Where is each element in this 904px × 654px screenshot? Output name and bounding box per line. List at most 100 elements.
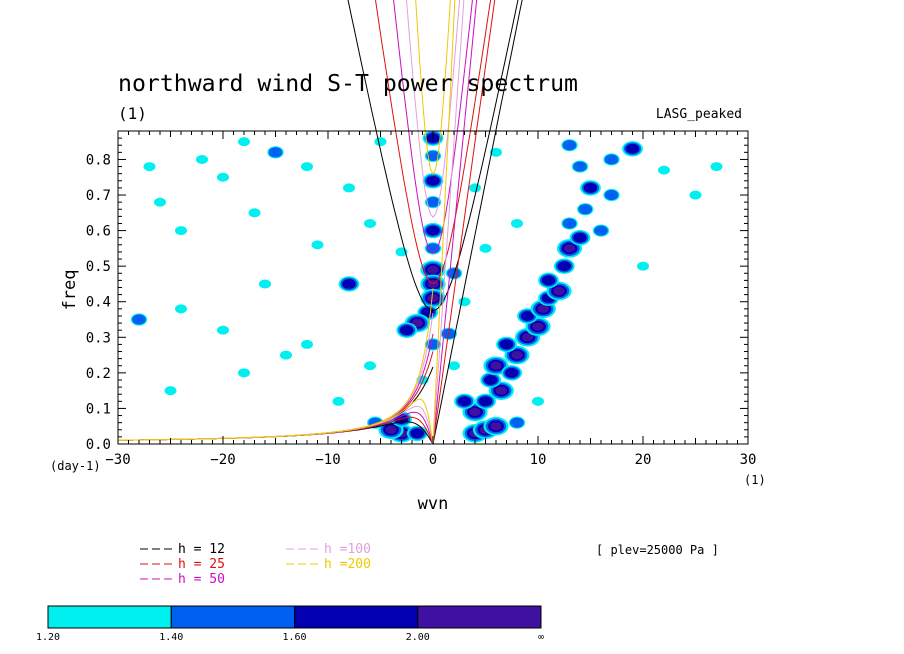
power-blob-14-level-2 — [342, 278, 356, 289]
legend-label-h25: h = 25 — [178, 557, 225, 572]
power-blob-6-level-3 — [427, 265, 439, 274]
power-blob-51-level-1 — [604, 189, 619, 201]
legend-label-h200: h =200 — [324, 557, 371, 572]
power-blob-56-level-0 — [238, 137, 250, 147]
power-blob-57-level-1 — [268, 147, 283, 158]
power-blob-80-level-0 — [490, 147, 502, 157]
power-blob-63-level-0 — [343, 183, 355, 193]
x-axis-label: wvn — [418, 494, 449, 514]
power-blob-41-level-3 — [563, 244, 576, 253]
power-blob-12-level-1 — [426, 339, 440, 350]
legend-label-h50: h = 50 — [178, 572, 225, 587]
colorbar-level-label: 1.60 — [282, 632, 306, 643]
chart-subtitle-right: LASG_peaked — [656, 107, 742, 122]
axis-tick-labels: −30 −20 −10 0 10 20 30 0.0 0.1 0.2 0.3 0.4 0.5 0.6 0.7… — [86, 152, 757, 468]
power-blob-73-level-0 — [238, 368, 250, 378]
power-blob-54-level-0 — [448, 361, 460, 371]
power-contour-layer — [130, 131, 723, 443]
power-blob-59-level-0 — [154, 197, 166, 207]
power-blob-76-level-0 — [280, 350, 292, 360]
power-blob-17-level-3 — [385, 425, 397, 434]
power-blob-64-level-0 — [364, 218, 376, 228]
colorbar-bin-0 — [47, 605, 172, 629]
power-blob-74-level-0 — [164, 386, 177, 396]
dispersion-curve-kelvin-h12 — [432, 0, 523, 445]
power-blob-82-level-0 — [658, 165, 670, 175]
dispersion-curve-kelvin-h25 — [432, 0, 496, 445]
chart-subtitle-left: (1) — [118, 104, 147, 123]
power-blob-33-level-3 — [521, 333, 534, 342]
power-blob-19-level-2 — [410, 428, 424, 439]
power-blob-85-level-0 — [637, 261, 649, 271]
power-blob-55-level-0 — [196, 154, 208, 164]
dispersion-curve-layer — [118, 0, 523, 445]
y-tick-label: 0.3 — [86, 330, 111, 346]
y-tick-label: 0.6 — [86, 224, 111, 240]
power-blob-29-level-3 — [490, 361, 502, 370]
power-blob-75-level-0 — [332, 396, 345, 406]
x-axis-unit: (1) — [744, 473, 766, 487]
power-blob-72-level-0 — [364, 361, 376, 371]
dispersion-curve-ig1-h200 — [415, 0, 451, 176]
power-blob-66-level-0 — [311, 240, 324, 250]
y-tick-label: 0.8 — [86, 152, 111, 168]
colorbar-bin-1 — [170, 605, 295, 629]
power-blob-23-level-3 — [490, 422, 502, 431]
colorbar-level-label: 1.20 — [36, 632, 60, 643]
colorbar-level-label: 2.00 — [406, 632, 430, 643]
power-blob-31-level-3 — [511, 350, 523, 360]
power-blob-11-level-2 — [400, 325, 414, 336]
dispersion-curve-ig1-h100 — [406, 0, 461, 218]
power-blob-52-level-1 — [510, 417, 524, 428]
power-blob-60-level-0 — [175, 226, 187, 236]
colorbar-level-label: ∞ — [538, 632, 544, 643]
dispersion-curve-ig1-h12 — [347, 0, 519, 312]
power-blob-1-level-1 — [426, 150, 440, 161]
power-blob-24-level-3 — [469, 407, 481, 417]
power-blob-88-level-0 — [458, 297, 471, 307]
y-axis-label: freq — [60, 270, 80, 311]
power-blob-67-level-0 — [259, 279, 271, 289]
power-blob-62-level-0 — [301, 162, 313, 172]
x-tick-label: −20 — [210, 452, 235, 468]
power-blob-53-level-0 — [532, 396, 544, 406]
power-blob-50-level-1 — [594, 225, 608, 236]
axis-ticks — [117, 130, 749, 445]
y-tick-label: 0.7 — [86, 188, 111, 204]
power-blob-45-level-2 — [583, 182, 598, 193]
dispersion-curve-mrg-h200 — [118, 288, 434, 441]
legend-label-h12: h = 12 — [178, 542, 225, 557]
power-blob-83-level-0 — [710, 162, 723, 172]
power-blob-79-level-0 — [469, 183, 481, 193]
colorbar-level-label: 1.40 — [159, 632, 183, 643]
power-blob-8-level-3 — [427, 294, 439, 303]
power-blob-25-level-2 — [478, 396, 493, 407]
power-blob-32-level-2 — [499, 339, 514, 350]
power-blob-69-level-1 — [132, 314, 146, 325]
power-blob-39-level-2 — [541, 275, 556, 286]
y-tick-label: 0.0 — [86, 437, 111, 453]
power-blob-3-level-1 — [426, 197, 440, 208]
power-blob-43-level-1 — [562, 218, 577, 229]
power-blob-81-level-0 — [511, 218, 523, 228]
x-tick-label: −30 — [105, 452, 130, 468]
power-blob-71-level-0 — [301, 339, 313, 349]
power-blob-77-level-0 — [143, 162, 156, 172]
power-blob-4-level-2 — [426, 225, 440, 236]
y-tick-label: 0.2 — [86, 366, 111, 382]
x-tick-label: 30 — [740, 452, 757, 468]
power-blob-34-level-3 — [532, 322, 544, 331]
power-blob-36-level-3 — [537, 304, 549, 313]
x-tick-label: 0 — [429, 452, 437, 468]
power-blob-30-level-2 — [505, 367, 519, 378]
power-blob-35-level-2 — [520, 310, 535, 321]
power-blob-44-level-1 — [578, 204, 593, 215]
y-tick-label: 0.1 — [86, 401, 111, 417]
power-blob-70-level-0 — [217, 325, 229, 335]
y-tick-label: 0.5 — [86, 259, 111, 275]
power-blob-78-level-0 — [374, 137, 387, 147]
power-blob-5-level-1 — [426, 243, 440, 254]
x-tick-label: −10 — [315, 452, 340, 468]
